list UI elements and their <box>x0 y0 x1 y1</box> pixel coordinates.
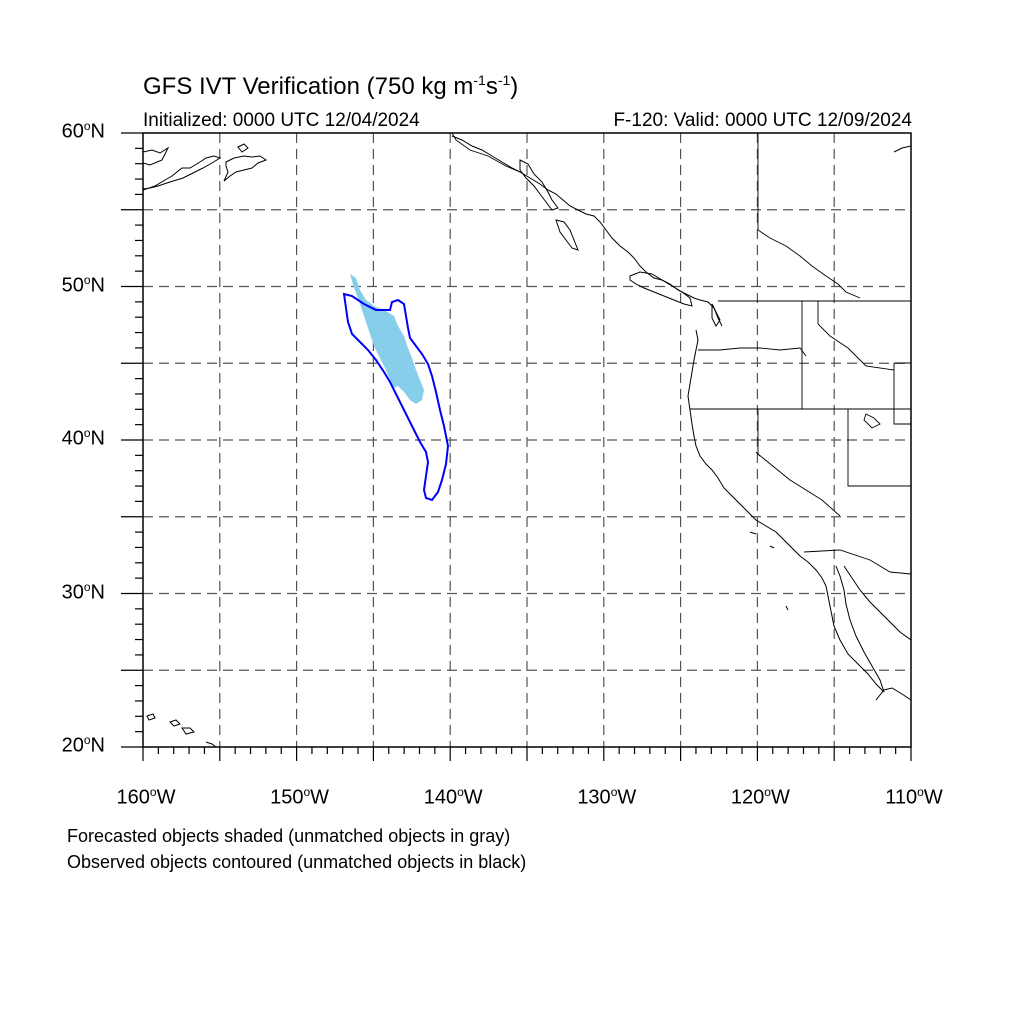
ca-nv-border <box>757 409 841 517</box>
id-border <box>801 301 895 409</box>
political-boundaries <box>451 133 911 575</box>
axis-ticks <box>121 132 912 761</box>
latitude-label: 30oN <box>61 579 105 604</box>
latitude-label: 50oN <box>61 272 105 297</box>
nv-ut-border <box>847 409 911 487</box>
kodiak-island <box>223 155 268 182</box>
observed-note: Observed objects contoured (unmatched ob… <box>67 852 527 872</box>
bc-coast <box>451 135 723 327</box>
valid-time-label: F-120: Valid: 0000 UTC 12/09/2024 <box>613 110 912 131</box>
longitude-label: 130oW <box>577 785 637 809</box>
longitude-label: 120oW <box>730 785 790 809</box>
baja-peninsula <box>833 565 885 693</box>
us-mexico-border <box>803 549 911 575</box>
ivt-objects <box>342 274 450 502</box>
wy-border <box>893 362 911 425</box>
se-alaska-islands <box>519 159 559 211</box>
latitude-label: 60oN <box>61 119 105 143</box>
haida-gwaii <box>555 219 579 251</box>
alaska-coast <box>143 146 222 191</box>
mexico-mainland-coast <box>843 565 911 701</box>
coastlines <box>143 135 911 747</box>
hudson-coast-fragment <box>893 145 911 153</box>
alaska-bc-border <box>451 133 759 230</box>
latitude-label: 20oN <box>61 733 105 757</box>
vancouver-island <box>629 271 693 307</box>
alaska-island <box>237 143 249 153</box>
longitude-label: 150oW <box>270 785 330 809</box>
forecast-object <box>350 274 424 404</box>
longitude-label: 140oW <box>423 785 483 809</box>
great-salt-lake <box>863 413 881 429</box>
latitude-label: 40oN <box>61 426 105 450</box>
init-time-label: Initialized: 0000 UTC 12/04/2024 <box>143 110 420 131</box>
longitude-label: 160oW <box>116 785 176 809</box>
hawaii-islands <box>146 713 217 747</box>
forecast-note: Forecasted objects shaded (unmatched obj… <box>67 826 511 846</box>
bc-alberta-border <box>757 229 861 299</box>
lake-tahoe <box>755 451 761 457</box>
graticule <box>143 133 911 747</box>
longitude-label: 110oW <box>885 785 943 809</box>
channel-islands <box>749 531 789 611</box>
plot-frame <box>142 132 912 748</box>
observed-contour <box>342 292 450 502</box>
puget-sound <box>711 303 721 327</box>
map-title: GFS IVT Verification (750 kg m-1s-1) <box>143 72 519 100</box>
us-west-coast <box>687 329 835 627</box>
wa-or-border <box>698 347 807 357</box>
